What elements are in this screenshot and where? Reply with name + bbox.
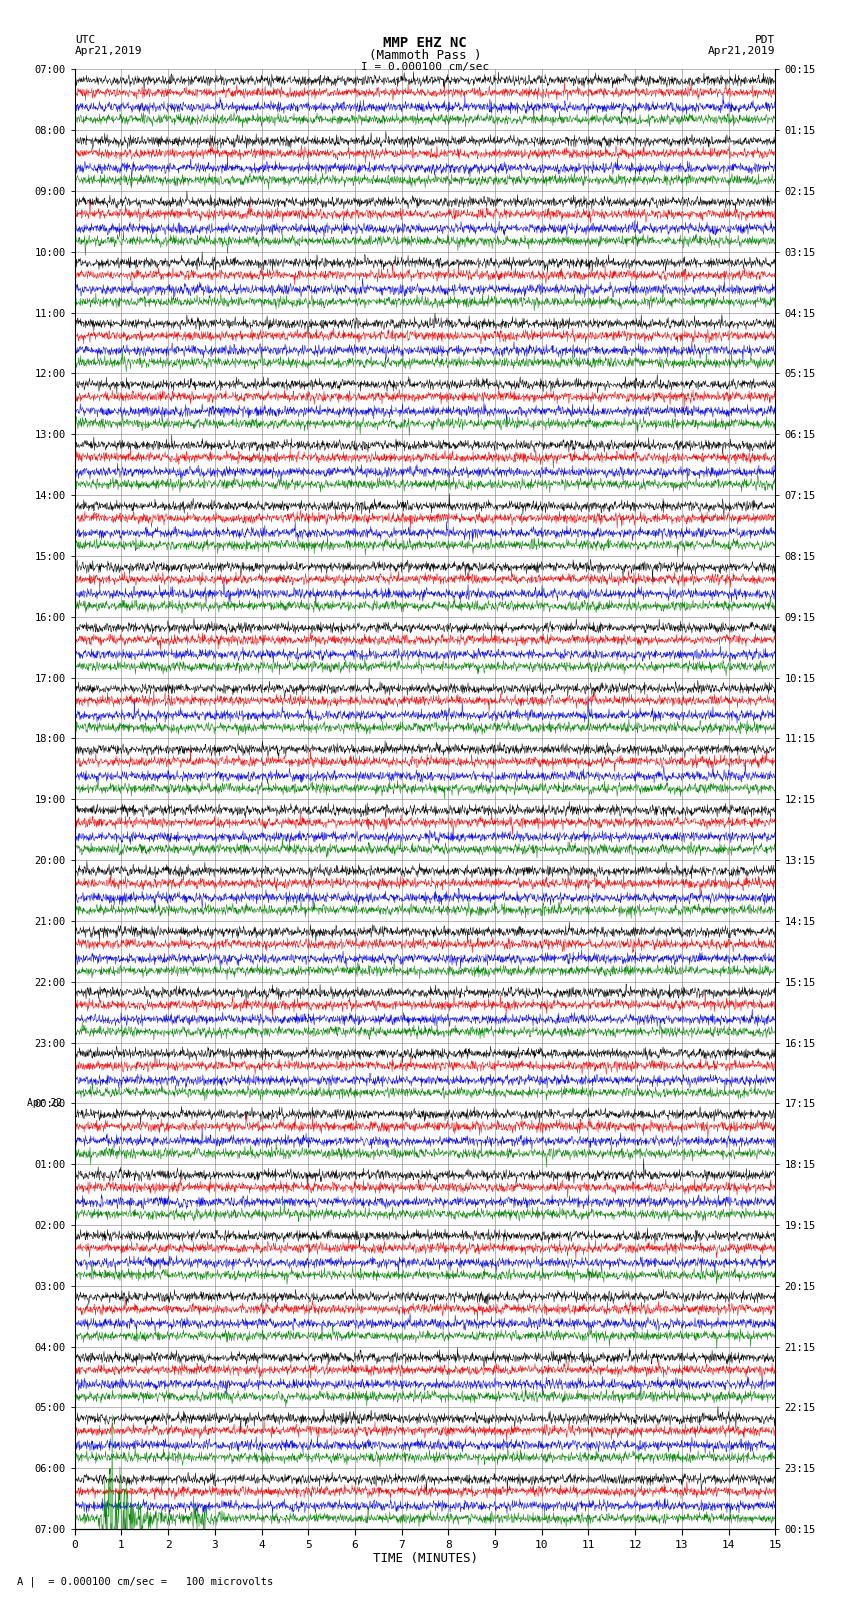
Text: Apr21,2019: Apr21,2019 [708, 45, 775, 56]
Text: (Mammoth Pass ): (Mammoth Pass ) [369, 50, 481, 63]
Text: PDT: PDT [755, 35, 775, 45]
Text: UTC: UTC [75, 35, 95, 45]
Text: Apr21,2019: Apr21,2019 [75, 45, 142, 56]
X-axis label: TIME (MINUTES): TIME (MINUTES) [372, 1552, 478, 1565]
Text: A |  = 0.000100 cm/sec =   100 microvolts: A | = 0.000100 cm/sec = 100 microvolts [17, 1576, 273, 1587]
Text: I = 0.000100 cm/sec: I = 0.000100 cm/sec [361, 63, 489, 73]
Text: MMP EHZ NC: MMP EHZ NC [383, 37, 467, 50]
Text: Apr 22: Apr 22 [27, 1098, 62, 1108]
